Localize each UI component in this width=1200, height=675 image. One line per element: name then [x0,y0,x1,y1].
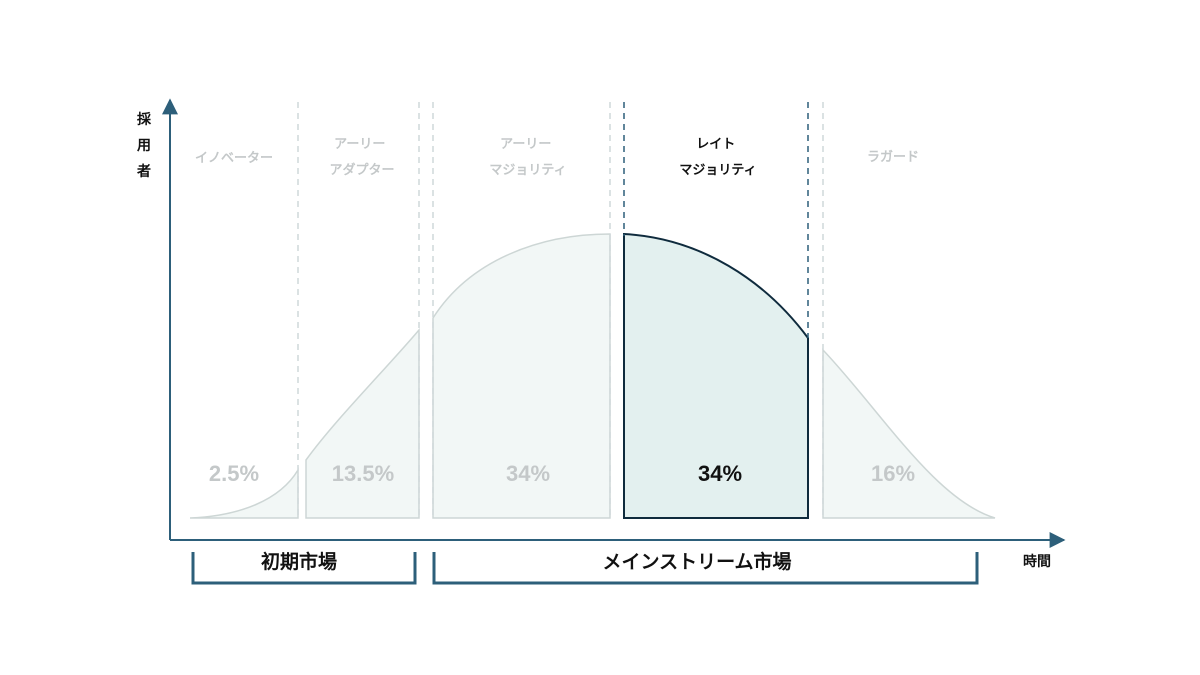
segment-label-innovators: イノベーター [195,151,273,166]
percent-early-adopters: 13.5% [332,461,394,486]
x-axis-label: 時間 [1023,553,1051,570]
y-axis-label-char: 者 [137,164,151,180]
segment-label-line: イノベーター [195,151,273,166]
segment-dividers [297,102,824,520]
percent-innovators: 2.5% [209,461,259,486]
market-brackets: 初期市場 メインストリーム市場 [191,550,979,585]
segment-labels: イノベーター アーリー アダプター アーリー マジョリティ レイト マジョリティ… [195,137,919,178]
mainstream-market-bracket [432,552,979,585]
percent-late-majority: 34% [698,461,742,486]
segment-area-early-adopters [305,327,420,519]
segment-label-line: レイト [696,137,735,152]
segment-area-laggards [822,348,996,519]
axes: 採 用 者 時間 [137,98,1066,570]
mainstream-market-label: メインストリーム市場 [602,550,791,573]
percent-early-majority: 34% [506,461,550,486]
segment-areas [189,232,996,519]
y-axis-label: 採 用 者 [137,111,156,180]
y-axis-label-char: 採 [137,111,152,128]
segment-label-line: アダプター [329,162,394,178]
segment-label-early-majority: アーリー マジョリティ [489,137,566,178]
early-market-label: 初期市場 [261,550,337,573]
segment-label-late-majority: レイト マジョリティ [679,137,756,178]
segment-label-line: アーリー [334,137,385,152]
segment-label-line: マジョリティ [679,163,756,178]
segment-area-late-majority [623,232,809,519]
segment-label-laggards: ラガード [867,150,919,165]
segment-area-early-majority [432,233,611,519]
segment-label-early-adopters: アーリー アダプター [329,137,394,178]
y-axis-label-char: 用 [137,138,151,154]
early-market-bracket [191,552,417,585]
segment-percentages: 2.5% 13.5% 34% 34% 16% [209,461,915,486]
segment-label-line: ラガード [867,150,919,165]
percent-laggards: 16% [871,461,915,486]
segment-label-line: アーリー [500,137,551,152]
segment-label-line: マジョリティ [489,163,566,178]
